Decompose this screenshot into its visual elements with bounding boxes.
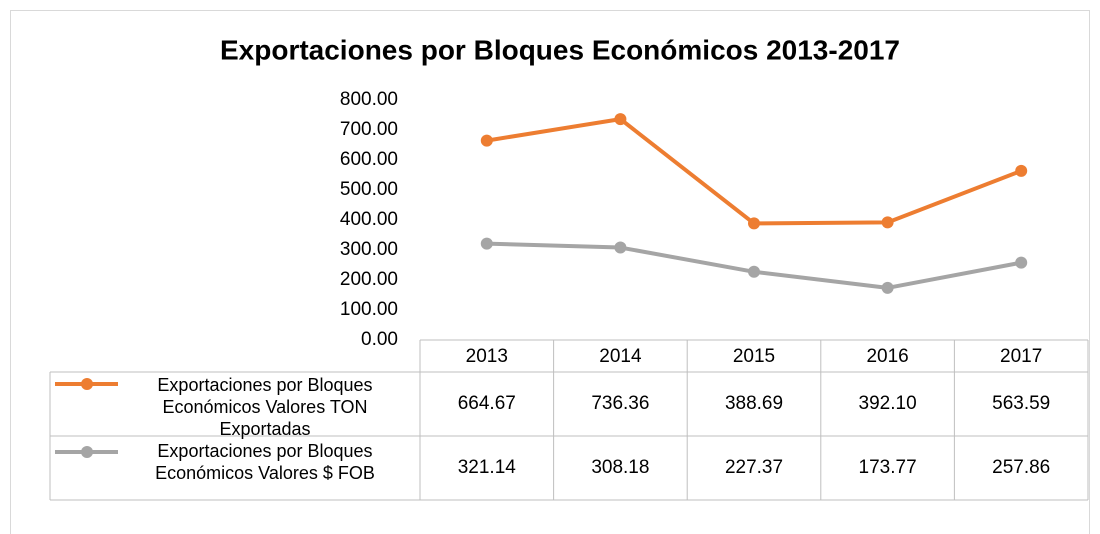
chart-border (10, 10, 1090, 534)
data-point (480, 134, 493, 147)
y-tick-label: 600.00 (340, 149, 398, 170)
y-tick-label: 500.00 (340, 179, 398, 200)
y-tick-label: 200.00 (340, 269, 398, 290)
y-tick-label: 0.00 (361, 329, 398, 350)
data-point (1015, 256, 1028, 269)
table-value: 664.67 (458, 393, 516, 414)
legend-label: Exportaciones por Bloques Económicos Val… (155, 441, 375, 483)
series-line (486, 117, 1022, 226)
series-line (486, 241, 1022, 290)
data-point (480, 237, 493, 250)
table-value: 173.77 (859, 457, 917, 478)
x-tick-label: 2016 (866, 346, 908, 367)
table-value: 388.69 (725, 393, 783, 414)
table-value: 736.36 (591, 393, 649, 414)
x-tick-label: 2015 (733, 346, 775, 367)
legend-label: Exportaciones por Bloques Económicos Val… (157, 375, 373, 439)
data-point (1015, 164, 1028, 177)
table-value: 308.18 (591, 457, 649, 478)
y-tick-label: 100.00 (340, 299, 398, 320)
table-value: 392.10 (859, 393, 917, 414)
legend-marker (81, 446, 93, 458)
table-value: 321.14 (458, 457, 517, 478)
data-point (748, 217, 760, 230)
data-point (881, 216, 894, 229)
table-value: 257.86 (992, 457, 1050, 478)
table-value: 563.59 (992, 393, 1050, 414)
data-point (614, 241, 627, 254)
data-point (881, 281, 894, 294)
data-point (748, 265, 760, 278)
legend-marker (81, 378, 93, 390)
y-tick-label: 400.00 (340, 209, 398, 230)
y-tick-label: 700.00 (340, 119, 398, 140)
table-value: 227.37 (725, 457, 783, 478)
x-tick-label: 2013 (466, 346, 508, 367)
x-tick-label: 2014 (599, 346, 642, 367)
x-tick-label: 2017 (1000, 346, 1042, 367)
chart-title: Exportaciones por Bloques Económicos 201… (220, 34, 900, 65)
y-tick-label: 800.00 (340, 89, 398, 110)
data-point (614, 113, 627, 126)
y-tick-label: 300.00 (340, 239, 398, 260)
